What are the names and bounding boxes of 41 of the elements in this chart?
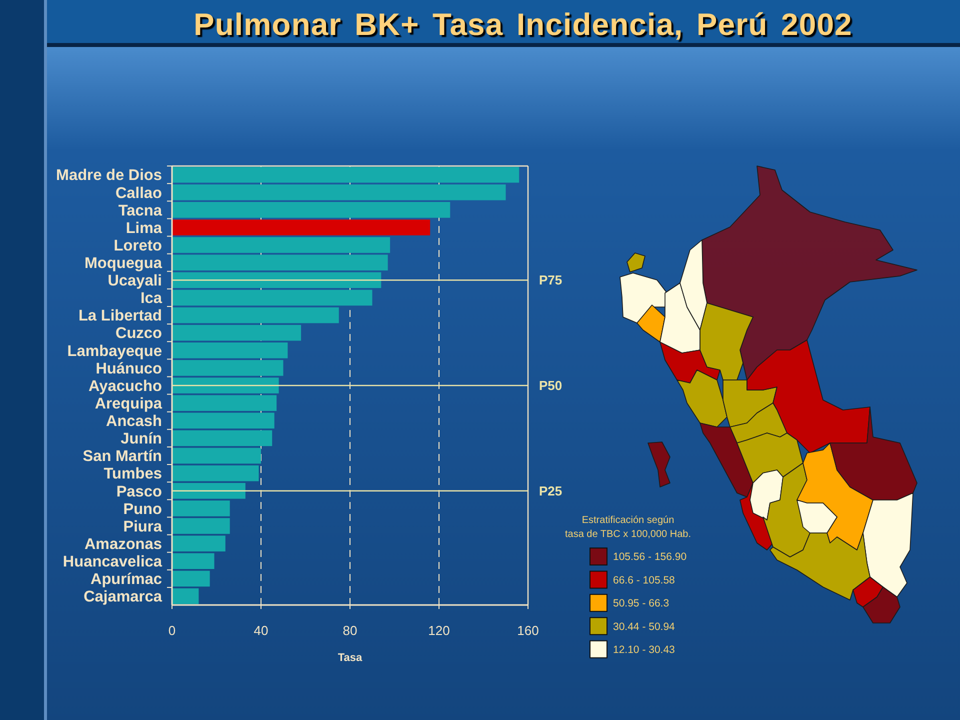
y-tick-label: Junín bbox=[120, 430, 162, 448]
y-tick-label: Piura bbox=[123, 518, 162, 536]
y-tick-label: Moquegua bbox=[84, 255, 162, 272]
y-tick-label: Huánuco bbox=[96, 360, 162, 378]
y-tick-label: Pasco bbox=[116, 483, 162, 500]
x-axis-title: Tasa bbox=[338, 652, 364, 664]
y-tick-label: Lambayeque bbox=[67, 342, 162, 360]
ref-line-label: P75 bbox=[539, 272, 562, 288]
ref-line-label: P50 bbox=[539, 378, 562, 394]
category-label: 105.56 - 156.90 bbox=[613, 551, 687, 564]
y-tick-label: Madre de Dios bbox=[56, 167, 162, 184]
y-tick-label: Loreto bbox=[114, 237, 162, 254]
y-tick-label: Cajamarca bbox=[84, 588, 162, 606]
y-tick-label: Apurímac bbox=[90, 571, 162, 588]
y-tick-label: Tumbes bbox=[104, 466, 162, 483]
category-label: 50.95 - 66.3 bbox=[613, 598, 670, 610]
category-label: 30.44 - 50.94 bbox=[613, 620, 676, 633]
y-tick-label: San Martín bbox=[82, 448, 162, 466]
y-tick-label: Ayacucho bbox=[88, 378, 162, 395]
category-label: 66.6 - 105.58 bbox=[613, 574, 676, 586]
y-tick-label: Callao bbox=[115, 184, 162, 202]
y-tick-label: Amazonas bbox=[84, 536, 162, 553]
y-tick-label: Puno bbox=[123, 500, 162, 518]
y-tick-label: Cuzco bbox=[116, 325, 162, 342]
y-tick-label: Arequipa bbox=[94, 395, 162, 412]
y-tick-label: Ancash bbox=[106, 413, 162, 430]
x-tick-label: 40 bbox=[254, 623, 268, 638]
x-tick-label: 160 bbox=[517, 623, 539, 638]
x-tick-label: 80 bbox=[342, 623, 358, 638]
y-tick-label: Lima bbox=[126, 220, 162, 237]
y-tick-label: Tacna bbox=[118, 202, 162, 220]
y-tick-label: Huancavelica bbox=[62, 554, 162, 571]
legend-title: Estratificación según tasa de TBC x 100,000 Hab. bbox=[564, 515, 692, 540]
ref-line-label: P25 bbox=[539, 483, 562, 498]
y-tick-label: Ucayali bbox=[108, 272, 162, 290]
y-tick-label: La Libertad bbox=[78, 308, 162, 325]
chart-title: Pulmonar BK+ Tasa Incidencia, Perú 2002 bbox=[194, 7, 852, 42]
category-label: 12.10 - 30.43 bbox=[613, 644, 676, 656]
x-tick-label: 120 bbox=[428, 623, 450, 638]
x-tick-label: 0 bbox=[168, 623, 176, 638]
y-tick-label: Ica bbox=[140, 290, 162, 308]
